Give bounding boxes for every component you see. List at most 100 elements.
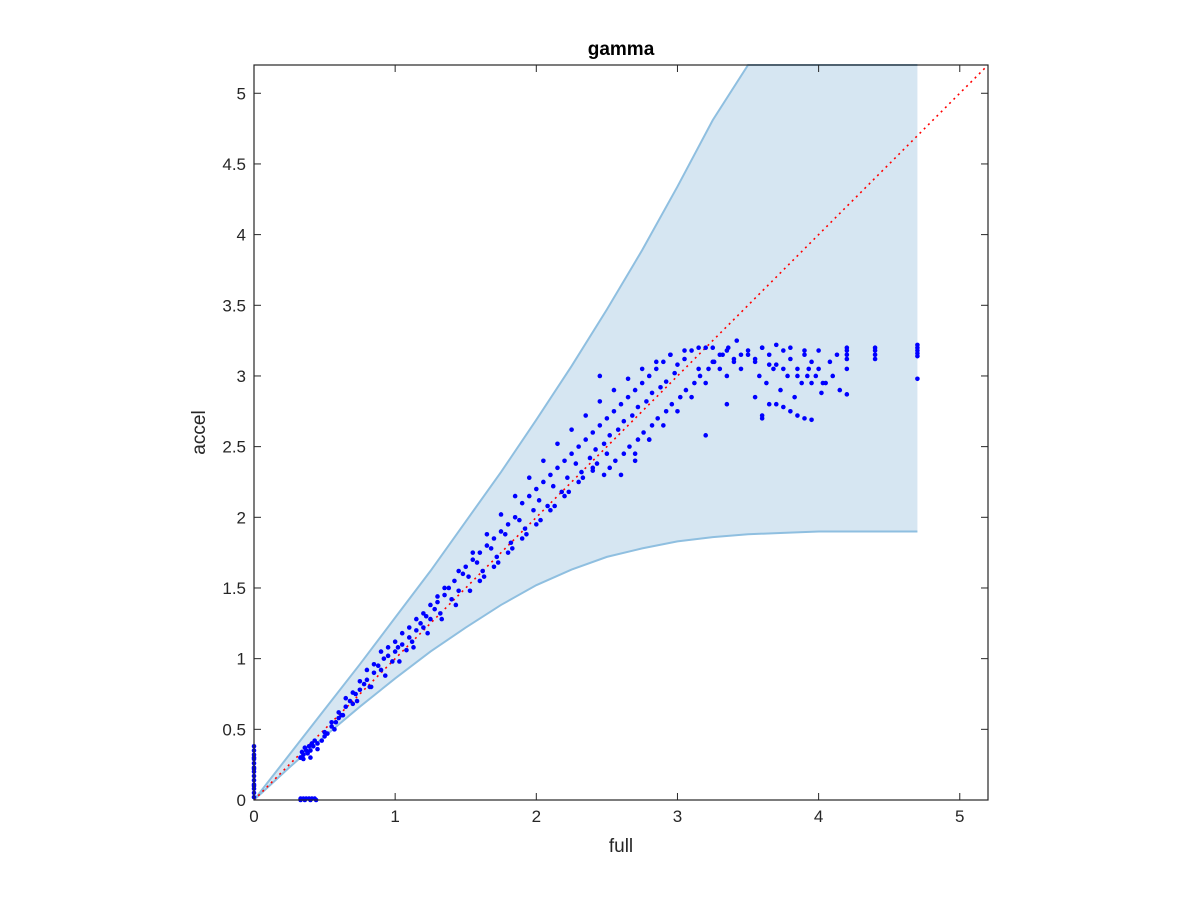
data-point [697, 373, 703, 379]
data-point [655, 416, 660, 421]
data-point [745, 348, 751, 353]
data-point [766, 401, 772, 407]
data-point [562, 493, 567, 499]
data-point [669, 401, 675, 407]
data-point [308, 755, 313, 760]
data-point [354, 698, 360, 704]
data-point [703, 380, 708, 386]
data-point [682, 348, 687, 353]
data-point [675, 362, 680, 367]
data-point [319, 738, 325, 743]
data-point [484, 531, 490, 537]
data-point [635, 437, 641, 442]
data-point [470, 557, 476, 563]
data-point [816, 366, 821, 372]
data-point [594, 461, 600, 466]
data-point [773, 362, 779, 367]
data-point [672, 370, 677, 376]
data-point [315, 746, 320, 752]
data-point [382, 673, 388, 678]
band-lower-edge [253, 530, 918, 801]
data-point [548, 507, 553, 513]
data-point [583, 437, 589, 442]
data-point [752, 394, 758, 400]
data-point [555, 441, 560, 447]
data-point [639, 380, 645, 386]
data-point [587, 455, 593, 461]
data-point [725, 345, 731, 350]
data-point [724, 401, 730, 407]
data-point [837, 387, 843, 393]
data-point [519, 536, 525, 541]
data-point [545, 503, 550, 509]
data-point [615, 427, 621, 432]
data-point [569, 451, 574, 457]
data-point [764, 380, 769, 386]
data-point [795, 413, 800, 418]
data-point [692, 380, 697, 386]
y-tick-label: 4 [237, 226, 246, 245]
data-point [632, 387, 638, 393]
data-point [792, 394, 797, 400]
data-point [534, 486, 539, 492]
data-point [604, 451, 610, 457]
data-point [505, 522, 511, 527]
data-point [590, 430, 596, 435]
data-point [439, 616, 445, 622]
x-tick-label: 4 [814, 807, 823, 826]
x-axis-ticks: 0 1 2 3 4 5 [249, 65, 965, 826]
data-point [644, 399, 649, 404]
data-point [618, 472, 624, 478]
data-point [601, 472, 607, 478]
data-point [350, 690, 356, 695]
data-point [668, 352, 673, 358]
data-point [371, 662, 377, 667]
data-point [411, 645, 416, 650]
data-point [399, 630, 405, 636]
data-point [531, 507, 536, 513]
x-tick-label: 2 [532, 807, 541, 826]
data-point [477, 578, 483, 584]
data-point [477, 550, 483, 555]
y-tick-label: 1 [237, 650, 246, 669]
data-point [442, 585, 447, 591]
data-point [494, 554, 500, 560]
data-point [526, 475, 532, 481]
data-point [414, 616, 419, 622]
band-area [254, 65, 918, 800]
data-point [390, 659, 395, 664]
data-point [456, 568, 461, 574]
data-point [621, 418, 627, 424]
data-point [336, 710, 341, 715]
data-point [590, 468, 596, 473]
data-point [823, 380, 828, 386]
data-point [566, 489, 572, 495]
data-point [580, 475, 586, 481]
data-point [488, 546, 494, 551]
data-point [418, 621, 423, 626]
data-point [788, 345, 793, 350]
data-point [766, 362, 772, 367]
data-point [579, 469, 584, 475]
x-tick-label: 1 [390, 807, 399, 826]
data-point [703, 433, 708, 438]
data-point [336, 715, 341, 721]
data-point [406, 625, 412, 630]
data-point [332, 727, 337, 732]
data-point [738, 352, 744, 358]
data-point [593, 447, 598, 452]
y-axis-label: accel [189, 410, 210, 454]
data-point [498, 512, 504, 517]
data-point [428, 616, 433, 622]
data-point [802, 352, 807, 358]
data-point [583, 413, 589, 418]
data-point [813, 373, 819, 379]
data-point [915, 376, 920, 382]
data-point [706, 366, 711, 372]
data-point [432, 606, 437, 612]
y-tick-label: 2.5 [222, 438, 246, 457]
data-point [340, 712, 346, 718]
data-point [502, 531, 508, 537]
data-point [757, 373, 762, 379]
data-point [734, 338, 740, 343]
